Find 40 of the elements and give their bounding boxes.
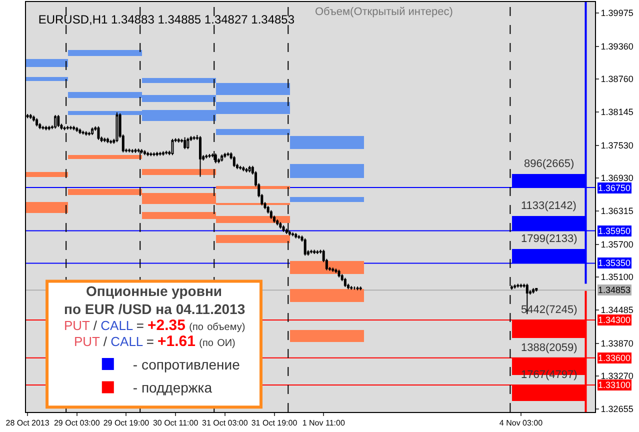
y-tick-label: 1.35700 [600,239,634,250]
y-tick-label: 1.33870 [600,338,634,348]
annotation: PUT / CALL = +2.35 (по объему) [64,317,246,334]
y-tick-label: 1.39360 [600,42,634,52]
y-tick-label: 1.39975 [600,8,634,18]
annotation: Опционные уровни [86,283,222,299]
x-tick-label: 31 Oct 19:00 [251,418,298,428]
y-tick-label: 1.34485 [600,305,634,316]
legend-label: - поддержка [132,380,212,396]
annotation: 1133(2142) [521,200,576,212]
y-tick-label: 1.38145 [600,107,634,118]
x-tick-label: 31 Oct 03:00 [202,418,248,428]
ref-line-label: 1.33100 [598,380,631,390]
y-tick-label: 1.36315 [600,206,634,216]
x-tick-label: 29 Oct 03:00 [54,418,100,428]
annotation: по EUR /USD на 04.11.2013 [64,301,246,317]
x-tick-label: 29 Oct 19:00 [103,418,150,428]
annotation: Объем(Открытый интерес) [315,6,453,18]
ref-line-label: 1.36750 [598,183,631,193]
ref-line-label: 1.35950 [598,226,631,236]
y-tick-label: 1.35100 [600,272,634,282]
y-tick-label: 1.32655 [600,404,634,414]
annotation: PUT / CALL = +1.61 (по ОИ) [74,333,236,350]
annotation: 1799(2133) [521,233,578,245]
ref-line-label: 1.33600 [598,353,631,363]
y-tick-label: 1.33270 [600,370,634,381]
y-tick-label: 1.37530 [600,140,634,150]
x-tick-label: 4 Nov 03:00 [499,418,544,428]
x-tick-label: 28 Oct 2013 [6,418,50,428]
ref-line-label: 1.35350 [598,258,631,268]
x-tick-label: 1 Nov 11:00 [302,418,346,428]
ref-line-label: 1.34300 [598,315,631,325]
annotation: 896(2665) [524,158,574,170]
y-tick-label: 1.38760 [600,74,634,84]
ref-line-label: 1.34853 [598,285,631,295]
y-tick-label: 1.36930 [600,172,634,183]
legend-label: - сопротивление [132,356,240,373]
x-tick-label: 30 Oct 11:00 [152,418,199,428]
text: EURUSD,H1 1.34883 1.34885 1.34827 1.34853 [38,12,295,27]
annotation: 1388(2059) [521,342,578,354]
